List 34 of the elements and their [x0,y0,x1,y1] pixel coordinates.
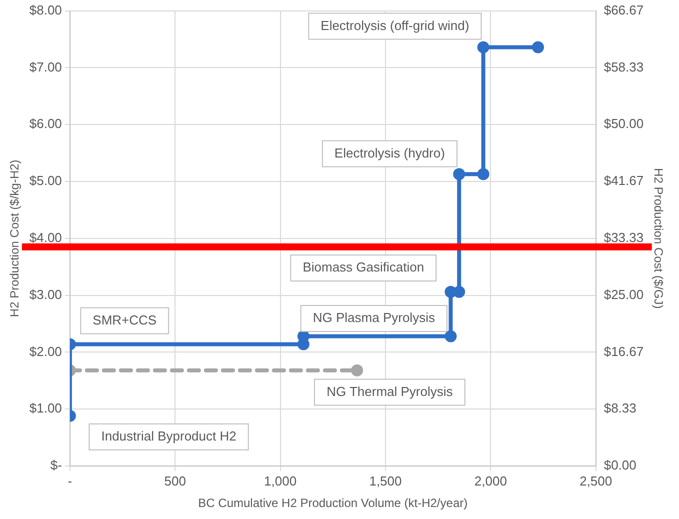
annotation: Industrial Byproduct H2 [101,428,236,444]
y2-tick-label: $50.00 [604,116,644,132]
y-tick-label: $5.00 [29,173,62,188]
y-tick-label: $4.00 [29,230,62,245]
annotation: NG Thermal Pyrolysis [326,384,454,399]
x-tick-label: 1,000 [264,473,297,488]
y-tick-label: $2.00 [29,344,62,359]
y2-tick-label: $66.67 [604,2,644,18]
y-tick-label: $- [50,458,62,473]
x-tick-label: 500 [164,473,186,488]
x-tick-label: 2,000 [474,473,507,488]
annotation: Electrolysis (hydro) [334,145,445,160]
y-tick-label: $1.00 [29,400,62,416]
x-axis-title: BC Cumulative H2 Production Volume (kt-H2/year) [198,496,468,510]
annotation: SMR+CCS [92,312,157,328]
y2-tick-label: $16.67 [604,344,644,359]
annotation: NG Plasma Pyrolysis [312,310,436,326]
y-tick-label: $6.00 [29,116,62,132]
y-tick-label: $3.00 [29,286,62,302]
y2-tick-label: $25.00 [604,286,644,302]
y-tick-label: $7.00 [29,59,62,74]
annotation: Electrolysis (off-grid wind) [320,18,470,33]
y2-axis-title: H2 Production Cost ($/GJ) [651,168,666,309]
y2-tick-label: $0.00 [604,458,636,473]
y-axis-title: H2 Production Cost ($/kg-H2) [8,160,22,318]
y-tick-label: $8.00 [29,2,62,18]
annotation: Biomass Gasification [302,260,424,275]
y2-tick-label: $33.33 [604,230,644,246]
y2-tick-label: $58.33 [604,59,644,74]
x-tick-label: 1,500 [369,473,402,488]
x-tick-label: - [68,473,72,488]
y2-tick-label: $41.67 [604,173,644,188]
y2-tick-label: $8.33 [604,400,636,416]
x-tick-label: 2,500 [580,473,612,488]
